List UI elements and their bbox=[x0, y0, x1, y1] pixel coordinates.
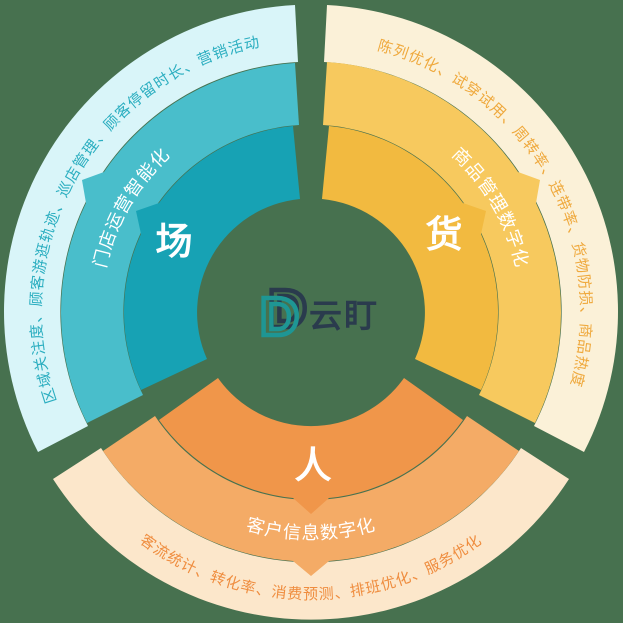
yunding-logo: D D 云盯 bbox=[258, 277, 379, 350]
logo-brand-text: 云盯 bbox=[309, 297, 379, 334]
ren-middle-ring bbox=[103, 416, 519, 576]
logo-d-front-icon: D bbox=[260, 287, 299, 347]
ren-label: 人 bbox=[295, 445, 332, 486]
ren-outer-ring bbox=[53, 448, 569, 620]
huo-middle-ring bbox=[323, 62, 562, 423]
chang-middle-ring bbox=[60, 63, 300, 423]
chang-label: 场 bbox=[156, 221, 193, 262]
logo-d-back-icon: D bbox=[268, 279, 307, 339]
segment-ren: 人 客户信息数字化 客流统计、转化率、消费预测、排班优化、服务优化 bbox=[53, 378, 569, 620]
chang-outer-ring bbox=[4, 5, 298, 452]
huo-inner-sector bbox=[322, 126, 499, 390]
chang-inner-sector bbox=[123, 126, 301, 390]
huo-label: 货 bbox=[426, 214, 463, 255]
huo-outer-ring bbox=[324, 5, 618, 452]
ren-inner-sector bbox=[159, 378, 463, 514]
